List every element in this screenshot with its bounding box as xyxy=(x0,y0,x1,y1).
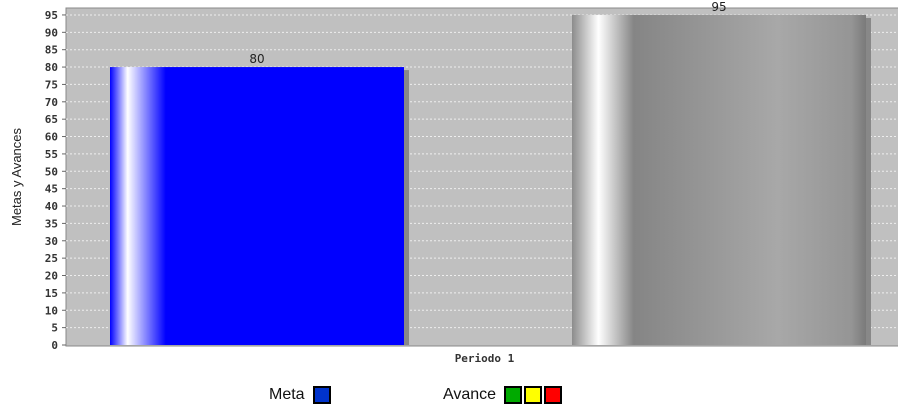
x-category-label: Periodo 1 xyxy=(455,352,515,365)
bar-value-label: 80 xyxy=(249,52,264,66)
y-tick-label: 45 xyxy=(45,183,58,196)
bar-meta xyxy=(110,67,404,345)
y-tick-label: 75 xyxy=(45,78,58,91)
bars: 80 95 xyxy=(110,0,871,345)
y-axis-ticks: 0 5 10 15 20 25 30 35 40 45 50 55 60 65 70 75 80 85 90 95 xyxy=(45,9,66,352)
x-axis: Periodo 1 xyxy=(66,345,898,365)
y-tick-label: 70 xyxy=(45,96,58,109)
y-tick-label: 80 xyxy=(45,61,58,74)
legend-swatch-meta xyxy=(312,386,331,404)
legend-item-meta: Meta xyxy=(269,386,331,404)
legend-label-meta: Meta xyxy=(269,386,305,403)
y-tick-label: 90 xyxy=(45,26,58,39)
legend-swatch-avance-red xyxy=(544,386,563,404)
y-tick-label: 55 xyxy=(45,148,58,161)
y-tick-label: 10 xyxy=(45,304,58,317)
y-tick-label: 50 xyxy=(45,165,58,178)
y-tick-label: 35 xyxy=(45,217,58,230)
y-axis-label: Metas y Avances xyxy=(9,127,24,226)
bar-avance xyxy=(572,14,866,345)
y-tick-label: 30 xyxy=(45,235,58,248)
y-tick-label: 65 xyxy=(45,113,58,126)
y-tick-label: 95 xyxy=(45,9,58,22)
y-tick-label: 25 xyxy=(45,252,58,265)
y-tick-label: 20 xyxy=(45,270,58,283)
legend-label-avance: Avance xyxy=(443,386,497,403)
y-tick-label: 15 xyxy=(45,287,58,300)
legend-swatch-avance-green xyxy=(504,386,523,404)
y-tick-label: 60 xyxy=(45,131,58,144)
y-tick-label: 85 xyxy=(45,44,58,57)
bar-chart: 80 95 0 5 10 15 20 25 30 35 40 45 50 55 60 65 70 75 80 85 9… xyxy=(9,0,898,365)
legend: Meta Avance xyxy=(0,386,898,408)
y-tick-label: 5 xyxy=(51,322,58,335)
y-tick-label: 0 xyxy=(51,339,58,352)
y-tick-label: 40 xyxy=(45,200,58,213)
legend-swatch-avance-yellow xyxy=(524,386,543,404)
legend-item-avance: Avance xyxy=(443,386,563,404)
bar-value-label: 95 xyxy=(711,0,726,14)
